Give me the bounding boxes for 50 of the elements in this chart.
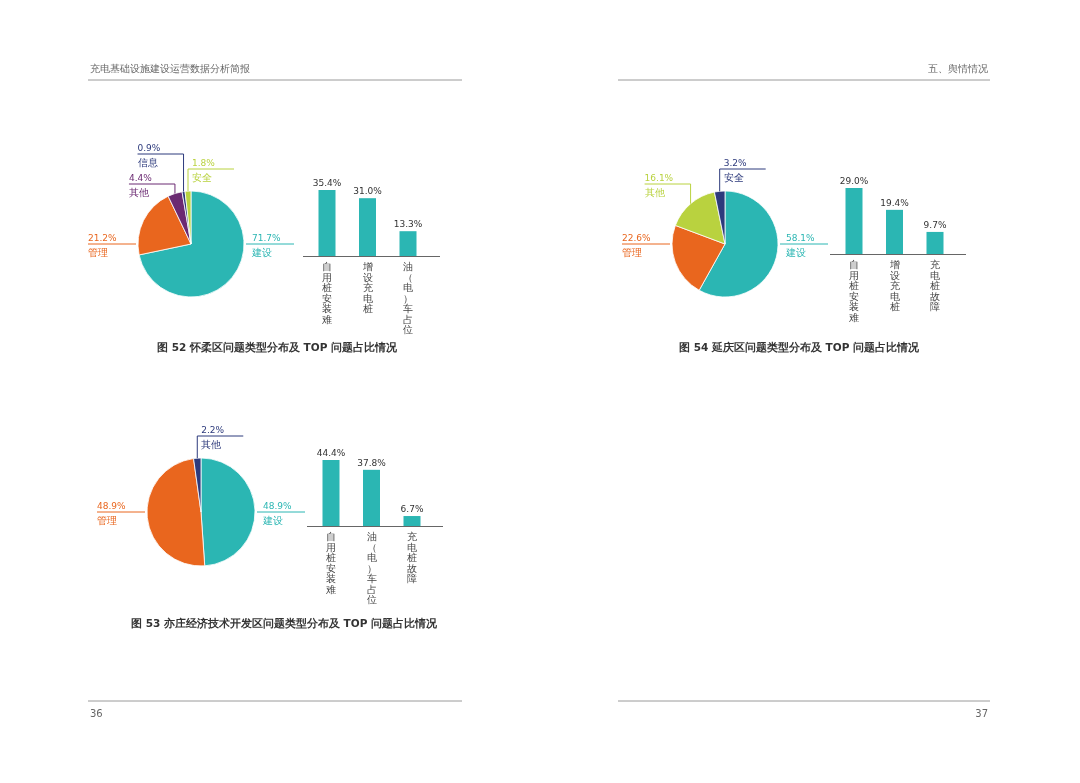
data-label: 48.9% bbox=[263, 501, 292, 511]
slice-label: 其他 bbox=[201, 439, 222, 450]
text: 36 bbox=[90, 708, 103, 719]
data-label: 2.2% bbox=[201, 425, 225, 435]
slice-label: 建设 bbox=[263, 515, 283, 526]
slice-label: 建设 bbox=[252, 247, 272, 258]
x-tick-label: 自用桩安装难 bbox=[321, 261, 332, 325]
data-label: 16.1% bbox=[644, 173, 674, 183]
data-label: 35.4% bbox=[312, 178, 342, 188]
x-tick-label: 自用桩安装难 bbox=[848, 259, 859, 323]
slice-label: 信息 bbox=[137, 157, 158, 168]
data-label: 37.8% bbox=[357, 457, 387, 468]
slice-label: 管理 bbox=[88, 247, 108, 258]
text: 图 53 亦庄经济技术开发区问题类型分布及 TOP 问题占比情况 bbox=[130, 617, 438, 629]
data-label: 58.1% bbox=[786, 233, 815, 243]
data-label: 48.9% bbox=[97, 501, 126, 511]
x-tick-label: 自用桩安装难 bbox=[325, 531, 336, 595]
data-label: 4.4% bbox=[128, 173, 152, 183]
slice-label: 建设 bbox=[786, 247, 806, 258]
x-tick-label: 油（电）车占位 bbox=[366, 531, 377, 605]
data-label: 3.2% bbox=[723, 158, 747, 168]
data-label: 6.7% bbox=[400, 504, 424, 515]
slice-label: 其他 bbox=[128, 187, 149, 198]
slice-label: 安全 bbox=[192, 172, 212, 183]
x-tick-label: 油（电）车占位 bbox=[403, 261, 413, 335]
slice-label: 其他 bbox=[644, 187, 665, 198]
data-label: 21.2% bbox=[88, 233, 117, 243]
text: 图 54 延庆区问题类型分布及 TOP 问题占比情况 bbox=[678, 341, 920, 353]
data-label: 22.6% bbox=[622, 233, 651, 243]
slice-label: 管理 bbox=[622, 247, 642, 258]
x-tick-label: 增设充电桩 bbox=[888, 259, 900, 312]
data-label: 1.8% bbox=[192, 158, 215, 168]
data-label: 19.4% bbox=[880, 197, 910, 208]
data-label: 44.4% bbox=[316, 448, 346, 458]
slice-label: 安全 bbox=[723, 172, 744, 183]
data-label: 0.9% bbox=[137, 143, 161, 153]
x-tick-label: 增设充电桩 bbox=[361, 261, 373, 314]
data-label: 71.7% bbox=[252, 233, 281, 243]
text: 图 52 怀柔区问题类型分布及 TOP 问题占比情况 bbox=[156, 341, 398, 353]
x-tick-label: 充电桩故障 bbox=[929, 259, 940, 312]
data-label: 29.0% bbox=[839, 176, 869, 186]
data-label: 9.7% bbox=[923, 219, 947, 230]
pie-slice bbox=[138, 190, 245, 298]
slice-label: 管理 bbox=[97, 515, 117, 526]
text: 五、舆情情况 bbox=[928, 63, 988, 74]
text: 充电基础设施建设运营数据分析简报 bbox=[90, 63, 250, 74]
text: 37 bbox=[975, 708, 988, 719]
data-label: 31.0% bbox=[353, 186, 383, 197]
data-label: 13.3% bbox=[393, 219, 423, 230]
x-tick-label: 充电桩故障 bbox=[406, 531, 417, 584]
